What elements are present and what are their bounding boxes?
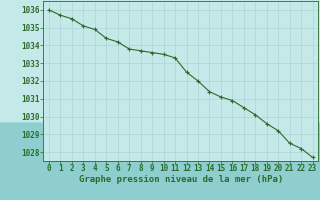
X-axis label: Graphe pression niveau de la mer (hPa): Graphe pression niveau de la mer (hPa) <box>79 175 283 184</box>
